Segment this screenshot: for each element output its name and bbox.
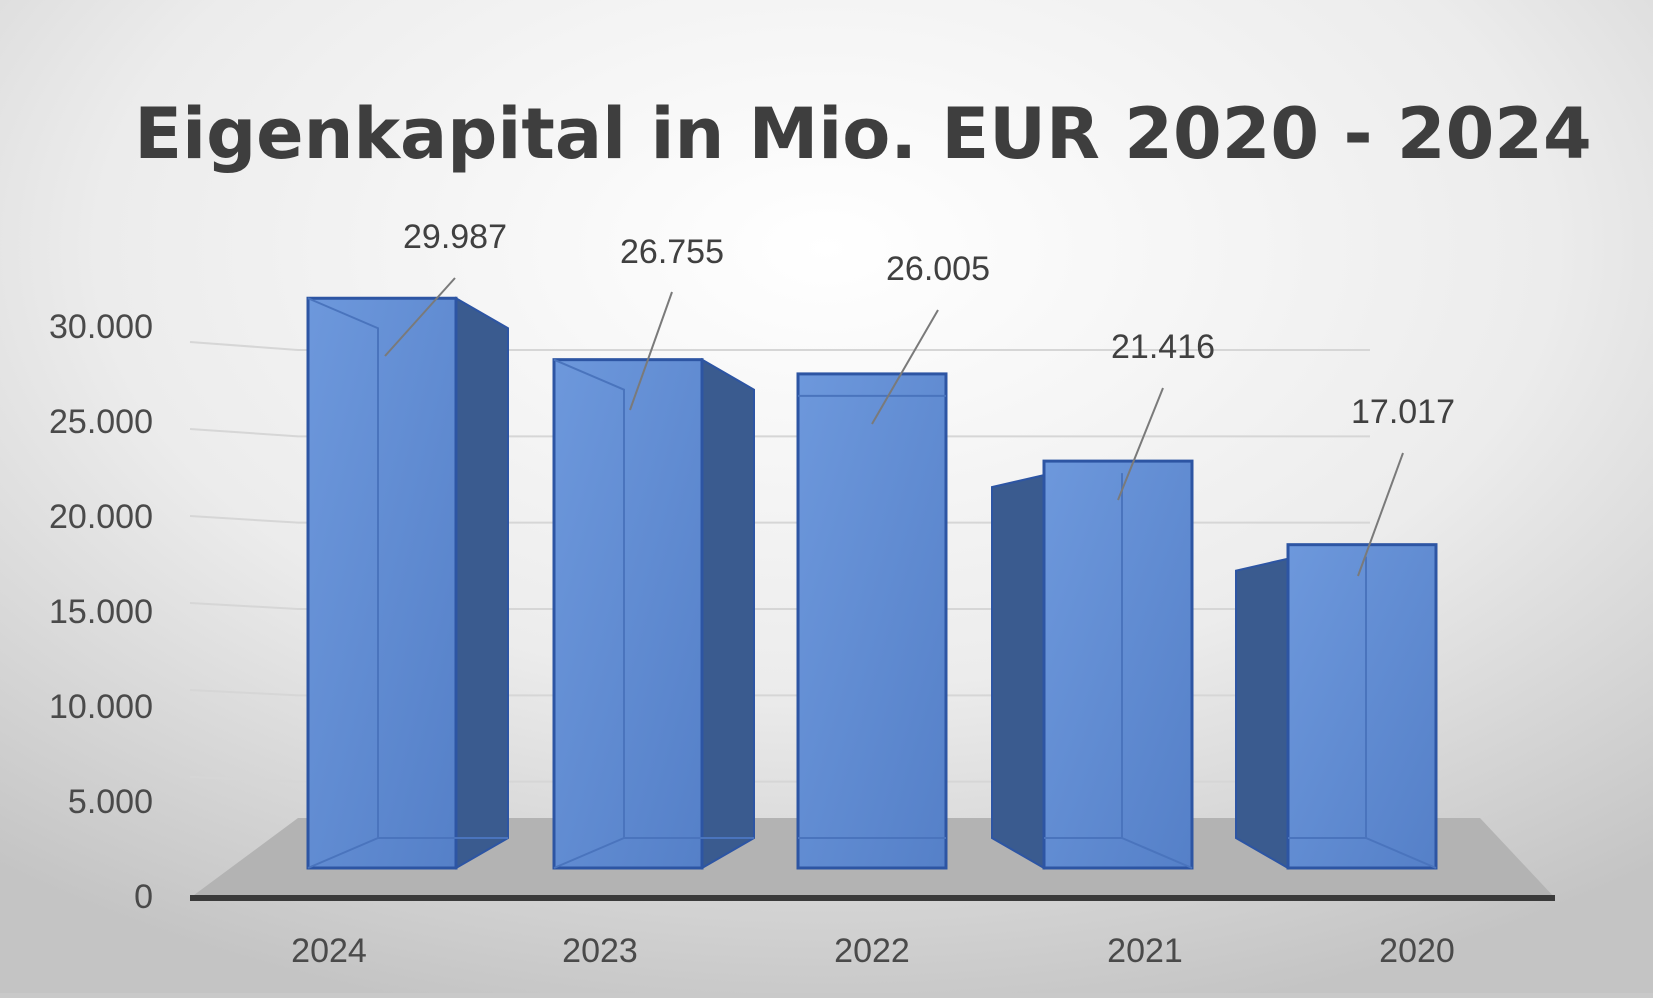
data-label: 26.755 xyxy=(620,233,724,271)
x-axis-categories: 2024 2023 2022 2021 2020 xyxy=(291,932,1455,970)
x-category-label: 2020 xyxy=(1379,932,1455,970)
bar xyxy=(991,459,1194,870)
data-labels: 29.987 26.755 26.005 21.416 17.017 xyxy=(384,218,1455,577)
chart-title: Eigenkapital in Mio. EUR 2020 - 2024 xyxy=(134,93,1591,175)
data-label: 26.005 xyxy=(886,250,990,288)
bar xyxy=(796,372,948,870)
y-tick-label: 5.000 xyxy=(68,783,153,821)
y-tick-label: 20.000 xyxy=(49,498,153,536)
data-label: 21.416 xyxy=(1111,328,1215,366)
y-tick-label: 25.000 xyxy=(49,403,153,441)
bar xyxy=(306,296,509,870)
data-label-leader xyxy=(1117,387,1164,501)
gridlines xyxy=(189,341,1370,783)
data-label-leader xyxy=(1357,452,1404,577)
x-category-label: 2022 xyxy=(834,932,910,970)
bars xyxy=(306,296,1438,870)
data-label: 29.987 xyxy=(403,218,507,256)
data-label-leader xyxy=(384,277,456,357)
x-category-label: 2023 xyxy=(562,932,638,970)
y-tick-label: 10.000 xyxy=(49,688,153,726)
data-label-leader xyxy=(871,309,939,425)
gridline xyxy=(189,341,1370,351)
x-category-label: 2024 xyxy=(291,932,367,970)
gridline xyxy=(189,428,1370,438)
y-tick-label: 0 xyxy=(134,878,153,916)
y-tick-label: 15.000 xyxy=(49,593,153,631)
x-category-label: 2021 xyxy=(1107,932,1183,970)
bar xyxy=(1235,543,1438,870)
y-tick-label: 30.000 xyxy=(49,308,153,346)
bar xyxy=(552,357,755,870)
data-label-leader xyxy=(629,291,673,411)
y-axis-ticks: 0 5.000 10.000 15.000 20.000 25.000 30.000 xyxy=(49,308,153,916)
data-label: 17.017 xyxy=(1351,393,1455,431)
